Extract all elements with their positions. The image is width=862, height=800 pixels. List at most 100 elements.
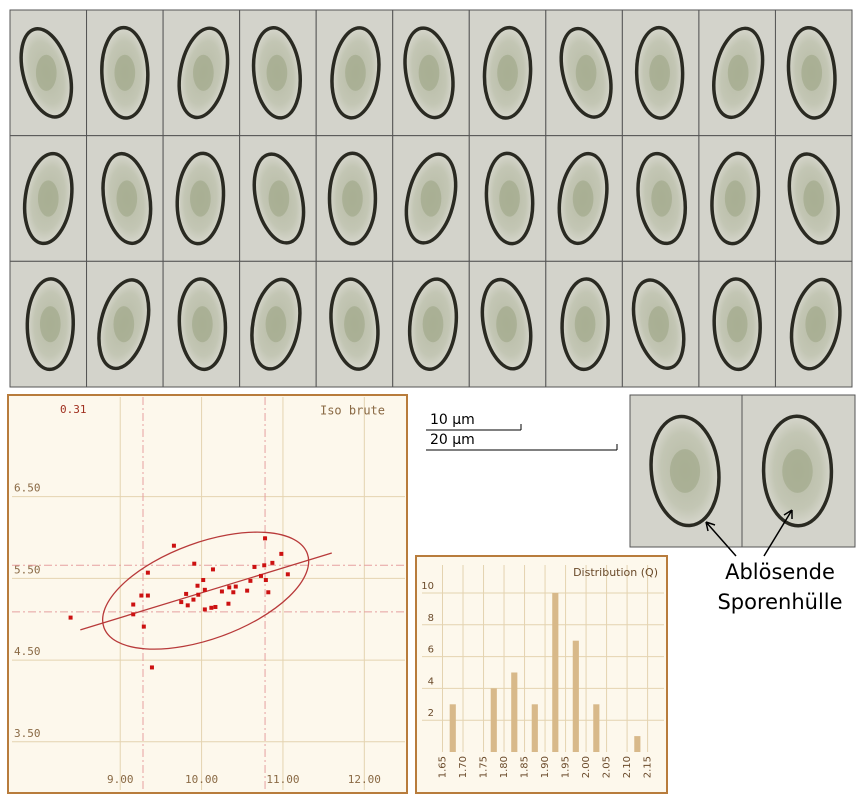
point bbox=[179, 600, 184, 605]
point bbox=[145, 570, 150, 575]
point bbox=[227, 585, 232, 590]
spore-core bbox=[649, 54, 670, 91]
spore-core bbox=[497, 54, 518, 91]
point bbox=[248, 578, 253, 583]
point bbox=[149, 665, 154, 670]
y-tick-label: 2 bbox=[428, 708, 434, 719]
point bbox=[195, 583, 200, 588]
bar bbox=[490, 688, 497, 752]
spore-core bbox=[727, 54, 749, 91]
point bbox=[139, 593, 144, 598]
x-tick-label: 10.00 bbox=[185, 773, 218, 786]
bar bbox=[552, 592, 559, 752]
y-tick-label: 4.50 bbox=[14, 645, 41, 658]
spore-core bbox=[113, 306, 135, 343]
annotation: 0.31 bbox=[60, 403, 87, 416]
spore-core bbox=[496, 306, 517, 343]
x-tick-label: 1.70 bbox=[458, 756, 469, 778]
spore-core bbox=[190, 180, 211, 217]
spore-core bbox=[724, 180, 746, 217]
bar bbox=[634, 736, 641, 752]
x-tick-label: 1.90 bbox=[540, 756, 551, 778]
spore-core bbox=[193, 54, 214, 91]
point bbox=[252, 564, 257, 569]
x-tick-label: 11.00 bbox=[266, 773, 299, 786]
x-tick-label: 1.65 bbox=[438, 756, 449, 778]
point bbox=[68, 615, 73, 620]
point bbox=[185, 603, 190, 608]
spore-core bbox=[37, 180, 59, 217]
point bbox=[279, 551, 284, 556]
spore-core bbox=[114, 54, 136, 91]
spore-core bbox=[268, 180, 290, 217]
point bbox=[219, 589, 224, 594]
spore-core bbox=[782, 449, 813, 493]
spore-core bbox=[39, 306, 61, 343]
spore-core bbox=[575, 54, 597, 91]
spore-core bbox=[342, 180, 363, 217]
spore-core bbox=[801, 54, 823, 91]
x-tick-label: 1.85 bbox=[520, 756, 531, 778]
bar bbox=[593, 704, 600, 752]
point bbox=[213, 604, 218, 609]
arrow bbox=[705, 521, 737, 557]
arrow bbox=[763, 509, 793, 557]
spore-core bbox=[418, 54, 440, 91]
spore-core bbox=[420, 180, 442, 217]
point bbox=[145, 593, 150, 598]
point bbox=[245, 588, 250, 593]
bar bbox=[511, 672, 518, 752]
y-tick-label: 3.50 bbox=[14, 727, 41, 740]
point bbox=[191, 597, 196, 602]
x-tick-label: 2.10 bbox=[622, 756, 633, 778]
point bbox=[202, 587, 207, 592]
spore-core bbox=[116, 180, 138, 217]
confidence-ellipse bbox=[101, 531, 310, 650]
point bbox=[192, 561, 197, 566]
point bbox=[210, 567, 215, 572]
chart-title: Iso brute bbox=[320, 404, 385, 418]
spore-core bbox=[574, 306, 596, 343]
point bbox=[196, 592, 201, 597]
chart-title: Distribution (Q) bbox=[573, 566, 658, 579]
spore-core bbox=[726, 306, 748, 343]
y-tick-label: 8 bbox=[428, 613, 434, 624]
point bbox=[171, 543, 176, 548]
scale-label: 20 µm bbox=[430, 432, 475, 448]
spore-core bbox=[192, 306, 213, 343]
charts: 9.00 10.00 11.00 12.00 3.50 4.50 5.50 6.50 0.31 I… bbox=[12, 397, 664, 790]
point bbox=[184, 591, 189, 596]
point bbox=[131, 612, 136, 617]
x-tick-label: 2.00 bbox=[581, 756, 592, 778]
point bbox=[201, 578, 206, 583]
y-tick-label: 6 bbox=[428, 645, 434, 656]
spore-core bbox=[805, 306, 827, 343]
x-tick-label: 1.95 bbox=[561, 756, 572, 778]
scatter-panel bbox=[7, 394, 408, 794]
scale-label: 10 µm bbox=[430, 412, 475, 428]
point bbox=[262, 563, 267, 568]
point bbox=[209, 605, 214, 610]
point bbox=[141, 624, 146, 629]
point bbox=[233, 584, 238, 589]
spore-photos bbox=[9, 9, 856, 548]
spore-core bbox=[266, 54, 288, 91]
point bbox=[266, 590, 271, 595]
bar bbox=[572, 640, 579, 752]
caption: Sporenhülle bbox=[717, 590, 842, 614]
point bbox=[131, 602, 136, 607]
spore-core bbox=[344, 306, 365, 343]
spore-core bbox=[35, 54, 57, 91]
spore-core bbox=[265, 306, 287, 343]
point bbox=[263, 536, 268, 541]
bar bbox=[449, 704, 456, 752]
spore-core bbox=[803, 180, 825, 217]
spore-core bbox=[572, 180, 594, 217]
spore-core bbox=[648, 306, 669, 343]
spore-core bbox=[345, 54, 366, 91]
x-tick-label: 1.75 bbox=[479, 756, 490, 778]
point bbox=[202, 607, 207, 612]
spore-core bbox=[651, 180, 672, 217]
